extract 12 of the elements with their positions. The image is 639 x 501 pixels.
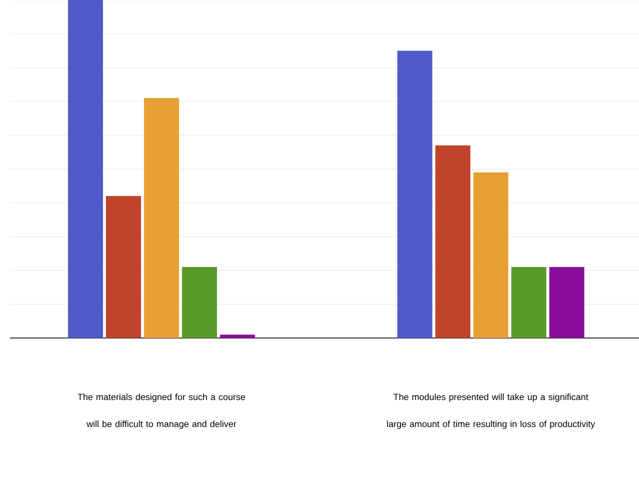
bar <box>435 145 470 338</box>
bar <box>397 50 432 338</box>
category-label: The materials designed for such a course will be difficult to manage and deliver <box>78 394 246 429</box>
bar <box>106 196 141 338</box>
bar <box>144 98 179 338</box>
category-label: The modules presented will take up a significant large amount of time resulting in loss of productivity <box>387 394 596 429</box>
bar <box>549 267 584 338</box>
bar <box>68 0 103 338</box>
bar <box>511 267 546 338</box>
bar <box>182 267 217 338</box>
bar <box>473 172 508 338</box>
bar <box>220 334 255 338</box>
